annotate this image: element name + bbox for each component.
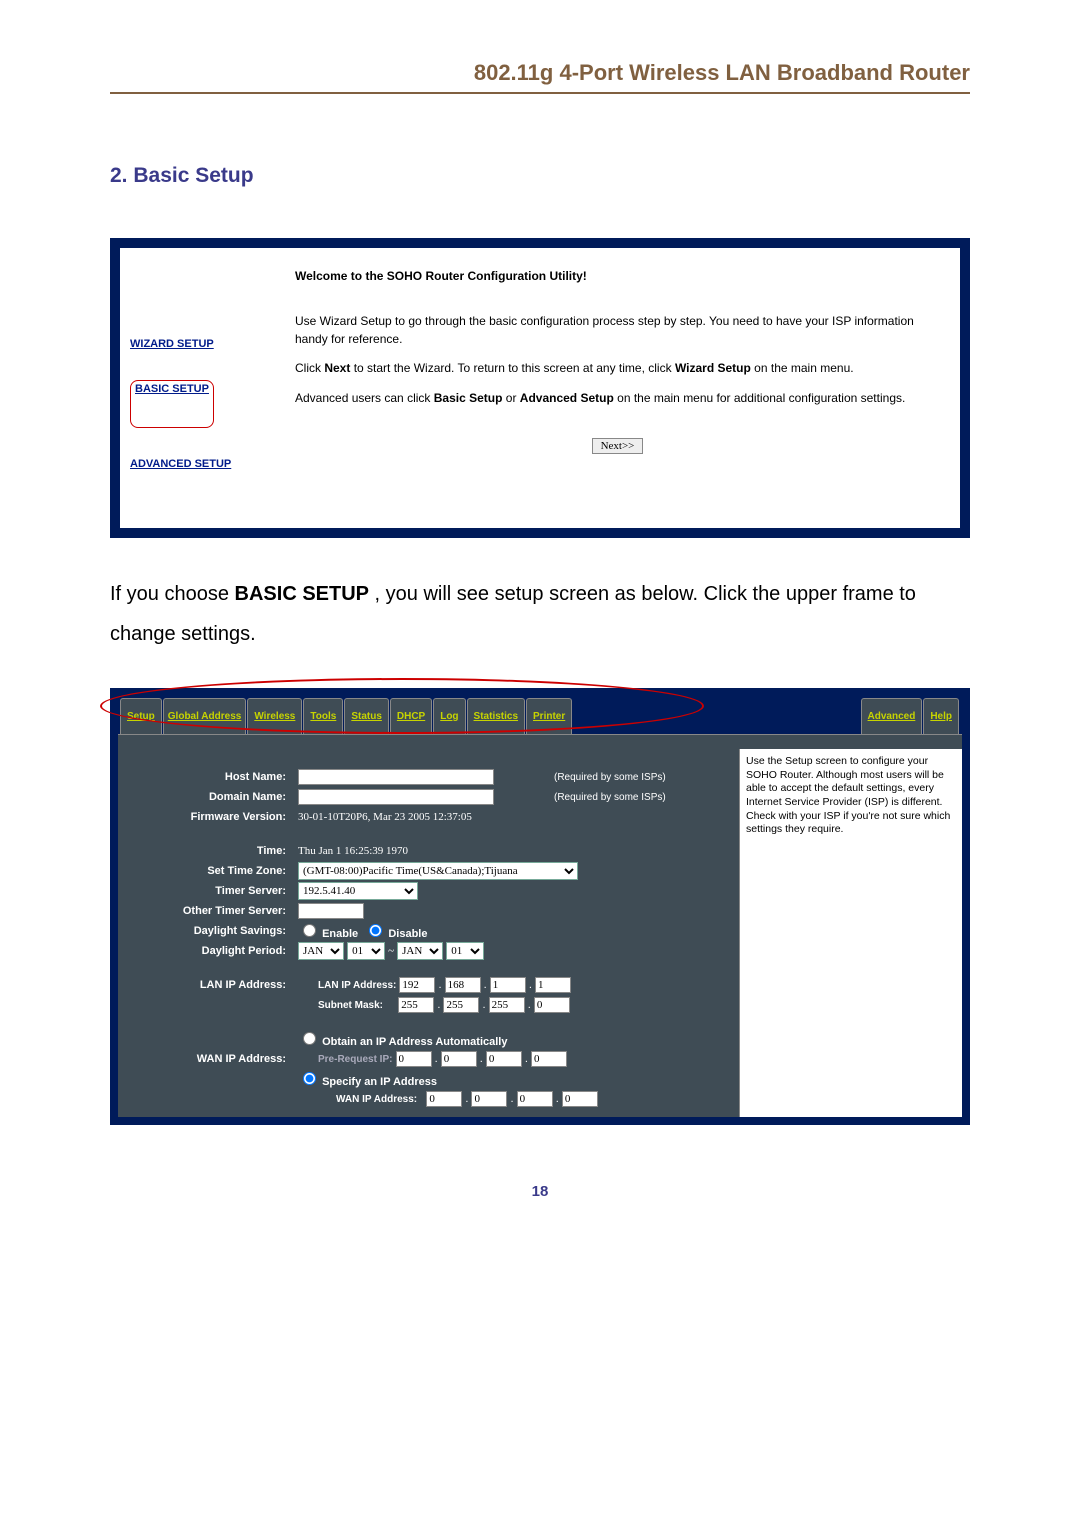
label-time: Time: <box>118 841 286 861</box>
host-required-note: (Required by some ISPs) <box>554 772 666 783</box>
label-firmware-version: Firmware Version: <box>118 807 286 827</box>
welcome-heading: Welcome to the SOHO Router Configuration… <box>295 268 940 285</box>
help-panel: Use the Setup screen to configure your S… <box>739 749 962 1117</box>
time-value: Thu Jan 1 16:25:39 1970 <box>298 841 735 861</box>
wizard-setup-link[interactable]: WIZARD SETUP <box>130 338 285 350</box>
tab-bar: Setup Global Address Wireless Tools Stat… <box>118 696 962 734</box>
wan-ip-1[interactable] <box>426 1091 462 1107</box>
daylight-end-month[interactable]: JAN <box>397 942 443 960</box>
wizard-para-1: Use Wizard Setup to go through the basic… <box>295 313 940 348</box>
tab-log[interactable]: Log <box>433 698 465 734</box>
label-daylight-period: Daylight Period: <box>118 941 286 961</box>
subnet-sublabel: Subnet Mask: <box>318 1000 383 1011</box>
subnet-3[interactable] <box>489 997 525 1013</box>
form-values-column: (Required by some ISPs) (Required by som… <box>294 749 739 1117</box>
tab-wireless[interactable]: Wireless <box>247 698 302 734</box>
other-timer-server-input[interactable] <box>298 903 364 919</box>
wizard-main-text: Welcome to the SOHO Router Configuration… <box>285 248 960 528</box>
lan-ip-4[interactable] <box>535 977 571 993</box>
label-domain-name: Domain Name: <box>118 787 286 807</box>
label-lan-ip: LAN IP Address: <box>118 975 286 995</box>
tab-statistics[interactable]: Statistics <box>467 698 525 734</box>
subnet-2[interactable] <box>443 997 479 1013</box>
wizard-sidebar: WIZARD SETUP BASIC SETUP ADVANCED SETUP <box>120 248 285 528</box>
tab-status[interactable]: Status <box>344 698 389 734</box>
tab-tools[interactable]: Tools <box>303 698 343 734</box>
tab-printer[interactable]: Printer <box>526 698 572 734</box>
tab-dhcp[interactable]: DHCP <box>390 698 432 734</box>
daylight-enable-radio[interactable] <box>303 924 316 937</box>
label-host-name: Host Name: <box>118 767 286 787</box>
basic-setup-link[interactable]: BASIC SETUP <box>135 383 209 395</box>
basic-setup-screenshot: Setup Global Address Wireless Tools Stat… <box>110 688 970 1125</box>
timer-server-select[interactable]: 192.5.41.40 <box>298 882 418 900</box>
timezone-select[interactable]: (GMT-08:00)Pacific Time(US&Canada);Tijua… <box>298 862 578 880</box>
label-wan-ip: WAN IP Address: <box>118 1049 286 1069</box>
tab-global-address[interactable]: Global Address <box>163 698 247 734</box>
label-timer-server: Timer Server: <box>118 881 286 901</box>
lan-ip-1[interactable] <box>399 977 435 993</box>
tab-help[interactable]: Help <box>923 698 959 734</box>
wan-ip-4[interactable] <box>562 1091 598 1107</box>
daylight-start-month[interactable]: JAN <box>298 942 344 960</box>
wan-specify-radio[interactable] <box>303 1072 316 1085</box>
prereq-3[interactable] <box>486 1051 522 1067</box>
wan-auto-radio[interactable] <box>303 1032 316 1045</box>
firmware-version-value: 30-01-10T20P6, Mar 23 2005 12:37:05 <box>298 807 735 827</box>
section-heading: 2. Basic Setup <box>110 164 970 188</box>
wizard-screenshot: WIZARD SETUP BASIC SETUP ADVANCED SETUP … <box>110 238 970 538</box>
domain-name-input[interactable] <box>298 789 494 805</box>
wan-ip-sublabel: WAN IP Address: <box>336 1094 417 1105</box>
lan-ip-2[interactable] <box>445 977 481 993</box>
subnet-4[interactable] <box>534 997 570 1013</box>
label-daylight-savings: Daylight Savings: <box>118 921 286 941</box>
pre-request-ip-label: Pre-Request IP: <box>318 1054 392 1065</box>
form-labels-column: Host Name: Domain Name: Firmware Version… <box>118 749 294 1117</box>
wizard-para-3: Advanced users can click Basic Setup or … <box>295 390 940 407</box>
label-time-zone: Set Time Zone: <box>118 861 286 881</box>
wizard-para-2: Click Next to start the Wizard. To retur… <box>295 360 940 377</box>
daylight-disable-radio[interactable] <box>369 924 382 937</box>
next-button[interactable]: Next>> <box>592 438 644 454</box>
daylight-enable-label: Enable <box>322 928 358 940</box>
daylight-start-day[interactable]: 01 <box>347 942 385 960</box>
label-other-timer-server: Other Timer Server: <box>118 901 286 921</box>
tab-advanced[interactable]: Advanced <box>861 698 923 734</box>
prereq-2[interactable] <box>441 1051 477 1067</box>
tab-setup[interactable]: Setup <box>120 698 162 734</box>
lan-ip-sublabel: LAN IP Address: <box>318 980 396 991</box>
daylight-end-day[interactable]: 01 <box>446 942 484 960</box>
wan-ip-2[interactable] <box>471 1091 507 1107</box>
lan-ip-3[interactable] <box>490 977 526 993</box>
subnet-1[interactable] <box>398 997 434 1013</box>
page-number: 18 <box>110 1183 970 1200</box>
advanced-setup-link[interactable]: ADVANCED SETUP <box>130 458 285 470</box>
body-paragraph: If you choose BASIC SETUP , you will see… <box>110 574 970 654</box>
prereq-4[interactable] <box>531 1051 567 1067</box>
wan-ip-3[interactable] <box>517 1091 553 1107</box>
prereq-1[interactable] <box>396 1051 432 1067</box>
host-name-input[interactable] <box>298 769 494 785</box>
wan-auto-label: Obtain an IP Address Automatically <box>322 1036 507 1048</box>
wan-specify-label: Specify an IP Address <box>322 1076 437 1088</box>
document-header: 802.11g 4-Port Wireless LAN Broadband Ro… <box>110 60 970 94</box>
daylight-disable-label: Disable <box>388 928 427 940</box>
domain-required-note: (Required by some ISPs) <box>554 792 666 803</box>
